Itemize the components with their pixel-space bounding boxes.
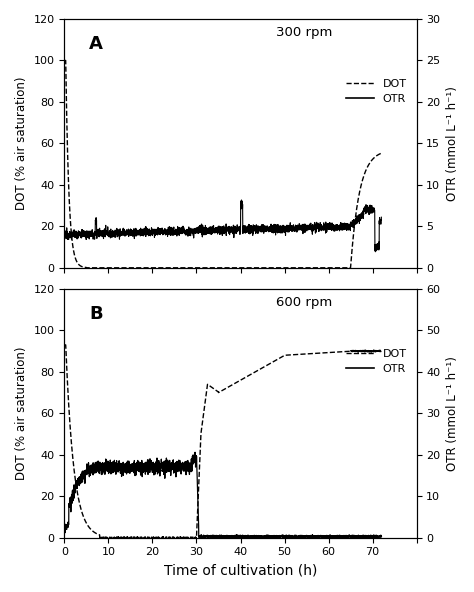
Y-axis label: DOT (% air saturation): DOT (% air saturation): [15, 76, 28, 210]
Text: 600 rpm: 600 rpm: [276, 297, 332, 310]
Text: 300 rpm: 300 rpm: [276, 27, 332, 40]
Y-axis label: OTR (mmol L⁻¹ h⁻¹): OTR (mmol L⁻¹ h⁻¹): [446, 356, 459, 471]
Legend: DOT, OTR: DOT, OTR: [341, 344, 411, 379]
Text: B: B: [89, 305, 103, 323]
Y-axis label: OTR (mmol L⁻¹ h⁻¹): OTR (mmol L⁻¹ h⁻¹): [446, 86, 459, 201]
Legend: DOT, OTR: DOT, OTR: [341, 75, 411, 109]
Text: A: A: [89, 35, 103, 53]
Y-axis label: DOT (% air saturation): DOT (% air saturation): [15, 346, 28, 480]
X-axis label: Time of cultivation (h): Time of cultivation (h): [164, 563, 317, 577]
